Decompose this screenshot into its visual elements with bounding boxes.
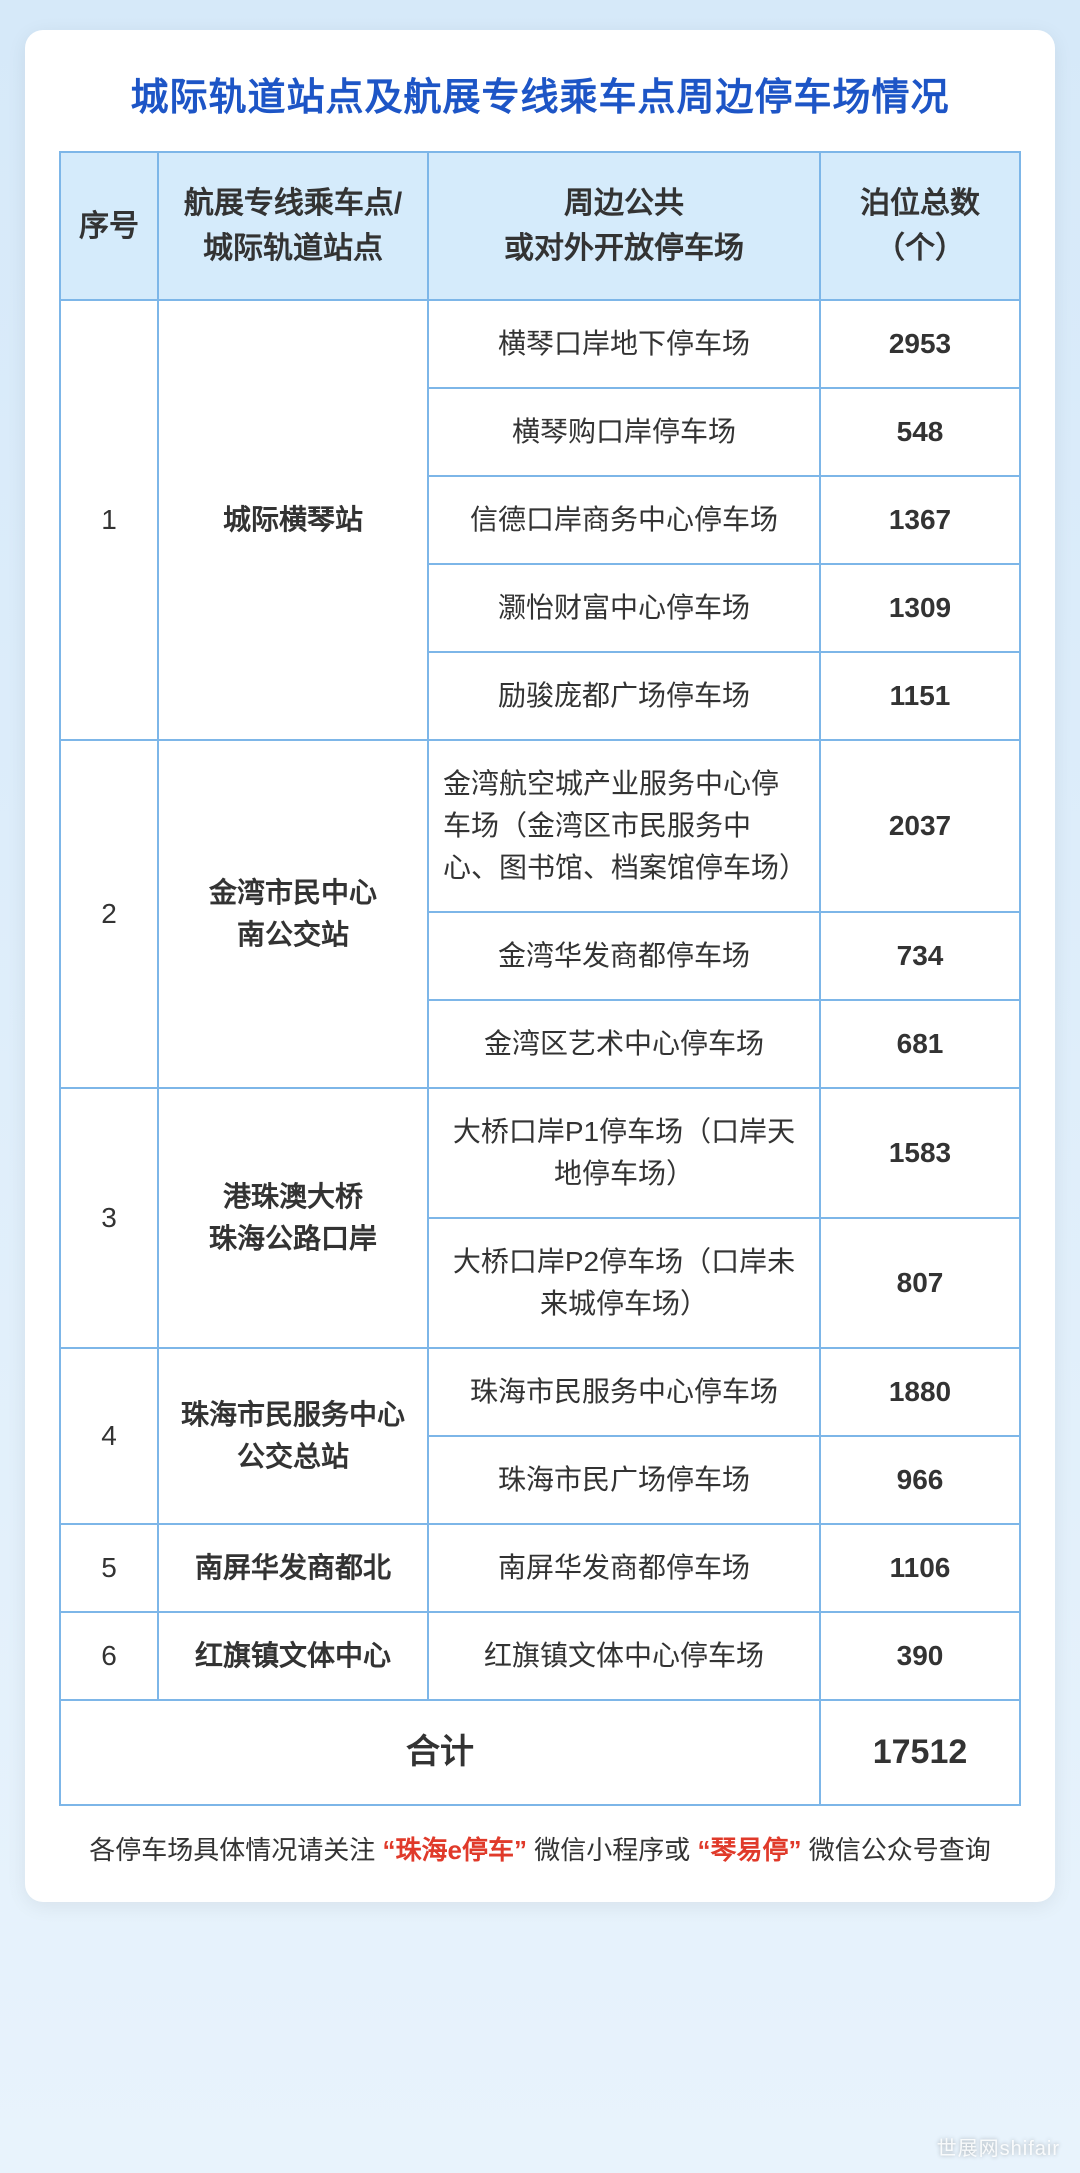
footer-text-3: 微信公众号查询 — [809, 1835, 991, 1865]
cell-parking-lot: 大桥口岸P2停车场（口岸未来城停车场） — [428, 1218, 820, 1348]
cell-station: 珠海市民服务中心 公交总站 — [158, 1348, 428, 1524]
cell-parking-lot: 金湾航空城产业服务中心停车场（金湾区市民服务中心、图书馆、档案馆停车场） — [428, 740, 820, 912]
cell-parking-lot: 横琴口岸地下停车场 — [428, 300, 820, 388]
table-header-row: 序号 航展专线乘车点/ 城际轨道站点 周边公共 或对外开放停车场 泊位总数 （个… — [60, 152, 1020, 300]
table-row: 6红旗镇文体中心红旗镇文体中心停车场390 — [60, 1612, 1020, 1700]
cell-count: 1367 — [820, 476, 1020, 564]
cell-station: 城际横琴站 — [158, 300, 428, 740]
cell-parking-lot: 珠海市民广场停车场 — [428, 1436, 820, 1524]
footer-app-2: “琴易停” — [697, 1835, 801, 1865]
cell-count: 1880 — [820, 1348, 1020, 1436]
cell-count: 966 — [820, 1436, 1020, 1524]
cell-parking-lot: 横琴购口岸停车场 — [428, 388, 820, 476]
cell-parking-lot: 金湾华发商都停车场 — [428, 912, 820, 1000]
table-row: 4珠海市民服务中心 公交总站珠海市民服务中心停车场1880 — [60, 1348, 1020, 1436]
th-count: 泊位总数 （个） — [820, 152, 1020, 300]
cell-count: 548 — [820, 388, 1020, 476]
cell-count: 1309 — [820, 564, 1020, 652]
table-row: 2金湾市民中心 南公交站金湾航空城产业服务中心停车场（金湾区市民服务中心、图书馆… — [60, 740, 1020, 912]
cell-parking-lot: 珠海市民服务中心停车场 — [428, 1348, 820, 1436]
watermark: 世展网shifair — [937, 2132, 1060, 2161]
table-row: 3港珠澳大桥 珠海公路口岸大桥口岸P1停车场（口岸天地停车场）1583 — [60, 1088, 1020, 1218]
footer-text-2: 微信小程序或 — [534, 1835, 690, 1865]
cell-count: 2953 — [820, 300, 1020, 388]
cell-station: 金湾市民中心 南公交站 — [158, 740, 428, 1088]
cell-parking-lot: 灏怡财富中心停车场 — [428, 564, 820, 652]
th-count-l2: （个） — [875, 232, 965, 265]
parking-table: 序号 航展专线乘车点/ 城际轨道站点 周边公共 或对外开放停车场 泊位总数 （个… — [59, 151, 1021, 1806]
cell-count: 1583 — [820, 1088, 1020, 1218]
total-value: 17512 — [820, 1700, 1020, 1805]
cell-count: 681 — [820, 1000, 1020, 1088]
cell-parking-lot: 励骏庞都广场停车场 — [428, 652, 820, 740]
cell-parking-lot: 南屏华发商都停车场 — [428, 1524, 820, 1612]
th-lot-l1: 周边公共 — [564, 187, 684, 220]
cell-station: 港珠澳大桥 珠海公路口岸 — [158, 1088, 428, 1348]
info-card: 城际轨道站点及航展专线乘车点周边停车场情况 序号 航展专线乘车点/ 城际轨道站点… — [25, 30, 1055, 1902]
cell-index: 1 — [60, 300, 158, 740]
cell-index: 5 — [60, 1524, 158, 1612]
footer-note: 各停车场具体情况请关注 “珠海e停车” 微信小程序或 “琴易停” 微信公众号查询 — [59, 1830, 1021, 1872]
cell-index: 3 — [60, 1088, 158, 1348]
cell-count: 390 — [820, 1612, 1020, 1700]
footer-text-1: 各停车场具体情况请关注 — [89, 1835, 375, 1865]
cell-count: 1151 — [820, 652, 1020, 740]
cell-count: 1106 — [820, 1524, 1020, 1612]
table-row: 5南屏华发商都北南屏华发商都停车场1106 — [60, 1524, 1020, 1612]
cell-parking-lot: 红旗镇文体中心停车场 — [428, 1612, 820, 1700]
cell-count: 807 — [820, 1218, 1020, 1348]
cell-index: 4 — [60, 1348, 158, 1524]
footer-app-1: “珠海e停车” — [383, 1835, 527, 1865]
th-lot-l2: 或对外开放停车场 — [504, 232, 744, 265]
cell-index: 6 — [60, 1612, 158, 1700]
page-title: 城际轨道站点及航展专线乘车点周边停车场情况 — [59, 66, 1021, 121]
total-label: 合计 — [60, 1700, 820, 1805]
th-station: 航展专线乘车点/ 城际轨道站点 — [158, 152, 428, 300]
total-row: 合计 17512 — [60, 1700, 1020, 1805]
th-index: 序号 — [60, 152, 158, 300]
cell-count: 2037 — [820, 740, 1020, 912]
th-count-l1: 泊位总数 — [860, 187, 980, 220]
th-station-l1: 航展专线乘车点/ — [184, 187, 402, 220]
cell-index: 2 — [60, 740, 158, 1088]
table-row: 1城际横琴站横琴口岸地下停车场2953 — [60, 300, 1020, 388]
cell-parking-lot: 金湾区艺术中心停车场 — [428, 1000, 820, 1088]
th-lot: 周边公共 或对外开放停车场 — [428, 152, 820, 300]
cell-parking-lot: 信德口岸商务中心停车场 — [428, 476, 820, 564]
th-station-l2: 城际轨道站点 — [203, 232, 383, 265]
cell-station: 红旗镇文体中心 — [158, 1612, 428, 1700]
cell-station: 南屏华发商都北 — [158, 1524, 428, 1612]
cell-count: 734 — [820, 912, 1020, 1000]
cell-parking-lot: 大桥口岸P1停车场（口岸天地停车场） — [428, 1088, 820, 1218]
